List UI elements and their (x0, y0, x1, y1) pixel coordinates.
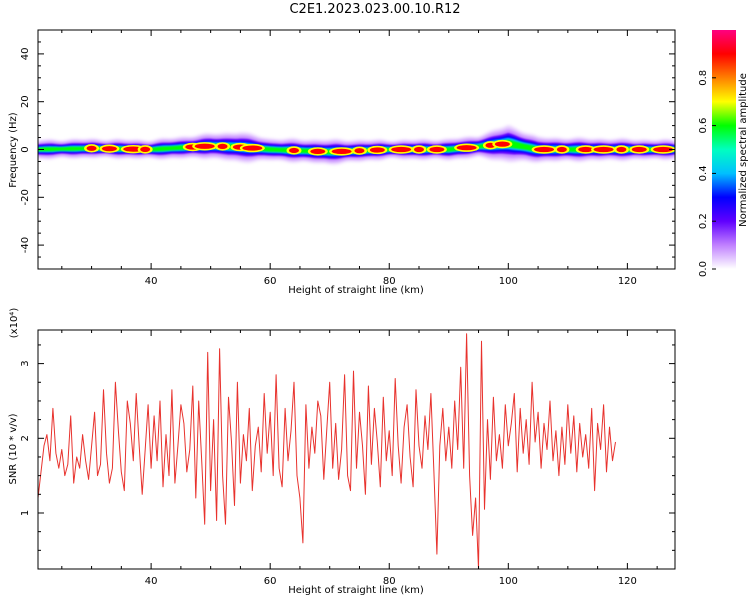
colorbar-tick-label: 0.6 (698, 118, 709, 134)
spectrogram-x-tick-label: 120 (618, 276, 637, 287)
colorbar-gradient (712, 30, 736, 269)
spectrogram-y-label: Frequency (Hz) (8, 112, 19, 188)
hotspot-core (288, 147, 299, 154)
snr-x-tick-label: 100 (499, 576, 518, 587)
colorbar-label: Normalized spectral amplitude (738, 73, 749, 227)
hotspot-core (242, 145, 263, 151)
hotspot-core (534, 146, 555, 153)
spectrogram-panel: 40 60 80 100 120 -40 -20 0 20 40 Height of straig… (8, 29, 676, 296)
hotspot-core (578, 146, 594, 153)
spectrogram-ticks: 40 60 80 100 120 -40 -20 0 20 40 (20, 30, 675, 287)
snr-x-tick-label: 120 (618, 576, 637, 587)
snr-plot-area (38, 330, 675, 569)
spectrogram-x-tick-label: 60 (264, 276, 277, 287)
spectrogram-y-tick-label: 0 (20, 146, 31, 152)
spectrogram-y-tick-label: 40 (20, 48, 31, 61)
spectrogram-x-tick-label: 100 (499, 276, 518, 287)
hotspot-core (593, 146, 614, 153)
hotspot-core (140, 146, 151, 152)
hotspot-core (631, 146, 647, 153)
hotspot-core (391, 146, 412, 153)
colorbar: 0.0 0.2 0.4 0.6 0.8 Normalized spectral ampl… (698, 30, 749, 277)
hotspot-core (331, 148, 352, 155)
snr-ticks: 40 60 80 100 120 1 2 3 (20, 330, 675, 587)
hotspot-core (217, 143, 228, 149)
colorbar-tick-label: 0.8 (698, 70, 709, 86)
spectrogram-x-tick-label: 80 (383, 276, 396, 287)
spectrogram-x-tick-label: 40 (145, 276, 158, 287)
hotspot-core (556, 146, 567, 153)
hotspot-core (429, 146, 445, 153)
spectrogram-y-tick-label: 20 (20, 95, 31, 108)
hotspot-core (310, 148, 326, 155)
snr-panel: 40 60 80 100 120 1 2 3 Height of straight line … (8, 308, 676, 596)
snr-scale-note: (x10⁴) (9, 308, 20, 339)
colorbar-tick-label: 0.0 (698, 261, 709, 277)
hotspot-core (101, 146, 117, 152)
band-level-green (38, 139, 675, 155)
snr-x-tick-label: 60 (264, 576, 277, 587)
spectrogram-x-label: Height of straight line (km) (288, 285, 424, 296)
spectrogram-y-tick-label: -20 (20, 189, 31, 205)
hotspot-core (494, 141, 510, 147)
hotspot-core (414, 146, 425, 153)
snr-y-tick-label: 2 (20, 435, 31, 441)
colorbar-ticks: 0.0 0.2 0.4 0.6 0.8 (698, 70, 716, 277)
spectrogram-y-tick-label: -40 (20, 237, 31, 253)
spectrogram-band (38, 125, 675, 165)
hotspot-core (86, 145, 97, 151)
snr-frame (37, 329, 676, 570)
hotspot-core (354, 148, 365, 154)
hotspot-core (369, 147, 385, 153)
snr-y-label: SNR (10 * v/v) (8, 413, 19, 484)
colorbar-tick-label: 0.2 (698, 213, 709, 229)
snr-x-label: Height of straight line (km) (288, 585, 424, 596)
hotspot-core (653, 146, 674, 153)
snr-y-tick-label: 3 (20, 360, 31, 366)
hotspot-core (194, 143, 215, 149)
snr-series-line (38, 333, 616, 569)
hotspot-core (616, 146, 627, 153)
snr-y-tick-label: 1 (20, 510, 31, 516)
chart-title: C2E1.2023.023.00.10.R12 (289, 2, 461, 17)
colorbar-tick-label: 0.4 (698, 165, 709, 181)
hotspot-core (456, 145, 477, 151)
snr-x-tick-label: 40 (145, 576, 158, 587)
snr-x-tick-label: 80 (383, 576, 396, 587)
